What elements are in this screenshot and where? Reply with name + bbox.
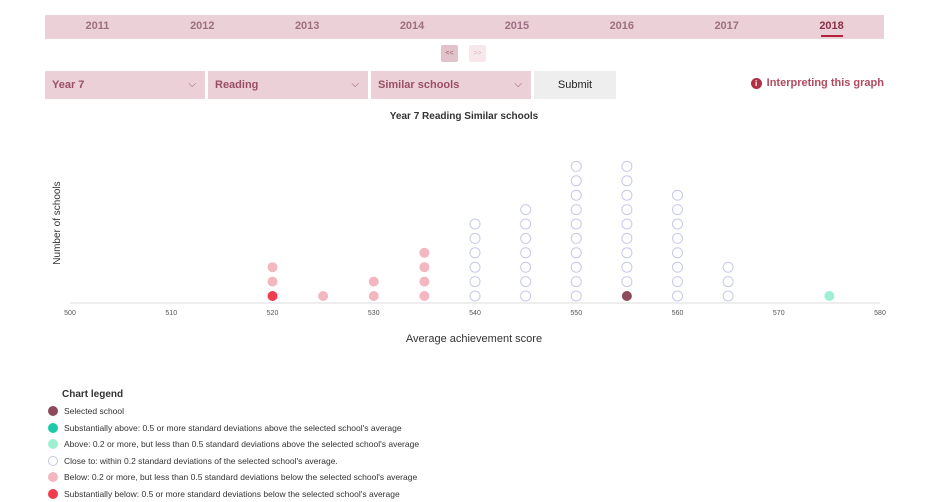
x-tick-label: 530 (368, 310, 380, 317)
school-dot-close[interactable] (673, 262, 683, 272)
chart-title: Year 7 Reading Similar schools (390, 111, 539, 122)
school-dot-close[interactable] (521, 233, 531, 243)
school-dot-subst-below[interactable] (268, 291, 278, 301)
x-tick-label: 580 (874, 310, 886, 317)
legend-item-selected: Selected school (48, 403, 419, 420)
dot-plot: Year 7 Reading Similar schools Number of… (0, 0, 944, 380)
school-dot-below[interactable] (419, 291, 429, 301)
x-tick-label: 560 (672, 310, 684, 317)
legend-label: Substantially above: 0.5 or more standar… (64, 423, 402, 433)
school-dot-close[interactable] (673, 277, 683, 287)
x-axis-label: Average achievement score (406, 333, 542, 345)
x-tick-label: 570 (773, 310, 785, 317)
school-dot-below[interactable] (419, 262, 429, 272)
school-dot-below[interactable] (268, 277, 278, 287)
school-dot-close[interactable] (571, 291, 581, 301)
school-dot-close[interactable] (470, 291, 480, 301)
school-dot-close[interactable] (470, 277, 480, 287)
chart-legend: Chart legend Selected school Substantiall… (48, 389, 419, 502)
school-dot-close[interactable] (622, 277, 632, 287)
legend-swatch (48, 472, 58, 482)
school-dot-below[interactable] (419, 248, 429, 258)
school-dot-close[interactable] (571, 190, 581, 200)
school-dot-close[interactable] (723, 291, 733, 301)
school-dot-close[interactable] (673, 248, 683, 258)
school-dot-close[interactable] (571, 219, 581, 229)
school-dot-close[interactable] (521, 219, 531, 229)
legend-swatch (48, 423, 58, 433)
x-tick-label: 520 (267, 310, 279, 317)
school-dot-close[interactable] (470, 248, 480, 258)
school-dot-close[interactable] (571, 248, 581, 258)
school-dot-close[interactable] (521, 291, 531, 301)
school-dot-below[interactable] (419, 277, 429, 287)
legend-label: Substantially below: 0.5 or more standar… (64, 489, 400, 499)
school-dot-selected[interactable] (622, 291, 632, 301)
legend-swatch (48, 406, 58, 416)
school-dot-close[interactable] (571, 277, 581, 287)
school-dot-close[interactable] (470, 262, 480, 272)
school-dot-close[interactable] (571, 161, 581, 171)
legend-swatch (48, 456, 58, 466)
legend-item-subst-above: Substantially above: 0.5 or more standar… (48, 420, 419, 437)
school-dot-below[interactable] (369, 291, 379, 301)
school-dot-close[interactable] (673, 205, 683, 215)
legend-swatch (48, 439, 58, 449)
school-dot-close[interactable] (470, 233, 480, 243)
school-dot-close[interactable] (622, 233, 632, 243)
school-dot-close[interactable] (673, 219, 683, 229)
school-dot-close[interactable] (622, 219, 632, 229)
school-dot-close[interactable] (622, 161, 632, 171)
school-dot-close[interactable] (723, 277, 733, 287)
x-tick-label: 500 (64, 310, 76, 317)
school-dot-close[interactable] (622, 248, 632, 258)
school-dot-close[interactable] (571, 233, 581, 243)
legend-item-above: Above: 0.2 or more, but less than 0.5 st… (48, 436, 419, 453)
school-dot-close[interactable] (571, 176, 581, 186)
school-dot-close[interactable] (622, 262, 632, 272)
school-dot-close[interactable] (673, 291, 683, 301)
school-dot-below[interactable] (369, 277, 379, 287)
school-dot-close[interactable] (521, 277, 531, 287)
legend-title: Chart legend (62, 389, 419, 400)
legend-label: Above: 0.2 or more, but less than 0.5 st… (64, 439, 419, 449)
x-tick-label: 510 (165, 310, 177, 317)
school-dot-below[interactable] (318, 291, 328, 301)
school-dot-close[interactable] (470, 219, 480, 229)
legend-label: Close to: within 0.2 standard deviations… (64, 456, 338, 466)
legend-swatch (48, 489, 58, 499)
legend-item-close: Close to: within 0.2 standard deviations… (48, 453, 419, 470)
school-dot-close[interactable] (723, 262, 733, 272)
school-dot-close[interactable] (571, 262, 581, 272)
school-dot-close[interactable] (571, 205, 581, 215)
school-dot-close[interactable] (521, 262, 531, 272)
school-dot-below[interactable] (268, 262, 278, 272)
x-tick-label: 550 (570, 310, 582, 317)
school-dot-close[interactable] (622, 176, 632, 186)
y-axis-label: Number of schools (52, 181, 63, 264)
school-dot-close[interactable] (521, 205, 531, 215)
school-dot-close[interactable] (521, 248, 531, 258)
school-dot-close[interactable] (673, 190, 683, 200)
school-dot-above[interactable] (824, 291, 834, 301)
legend-label: Selected school (64, 406, 124, 416)
legend-label: Below: 0.2 or more, but less than 0.5 st… (64, 472, 417, 482)
school-dot-close[interactable] (622, 205, 632, 215)
x-tick-label: 540 (469, 310, 481, 317)
school-dot-close[interactable] (622, 190, 632, 200)
legend-item-below: Below: 0.2 or more, but less than 0.5 st… (48, 469, 419, 486)
school-dot-close[interactable] (673, 233, 683, 243)
